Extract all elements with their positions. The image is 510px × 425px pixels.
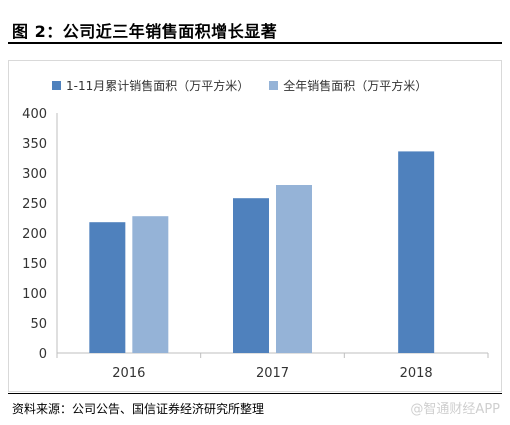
bar-series-1-2018 — [398, 151, 435, 353]
source-note: 资料来源：公司公告、国信证券经济研究所整理 — [12, 402, 265, 416]
title-bar: 图 2：公司近三年销售面积增长显著 — [8, 4, 502, 44]
y-tick-label: 100 — [22, 287, 47, 302]
x-tick-label: 2018 — [400, 366, 433, 381]
y-tick-label: 400 — [22, 107, 47, 122]
bar-series-1-2017 — [233, 198, 269, 353]
footer-divider — [8, 393, 502, 394]
x-tick-label: 2017 — [256, 366, 289, 381]
legend-label-series-2: 全年销售面积（万平方米） — [283, 78, 428, 93]
y-tick-label: 300 — [22, 167, 47, 182]
bar-series-2-2016 — [132, 216, 169, 353]
y-tick-label: 250 — [22, 197, 47, 212]
legend-label-series-1: 1-11月累计销售面积（万平方米） — [66, 78, 250, 93]
page-title: 图 2：公司近三年销售面积增长显著 — [12, 22, 278, 41]
y-tick-label: 0 — [39, 347, 47, 362]
x-tick-label: 2016 — [112, 366, 145, 381]
legend-swatch-series-1 — [52, 80, 61, 90]
bar-series-2-2017 — [276, 185, 312, 353]
y-tick-label: 150 — [22, 257, 47, 272]
y-tick-label: 200 — [22, 227, 47, 242]
chart-frame — [8, 60, 502, 392]
y-tick-label: 350 — [22, 137, 47, 152]
bar-series-1-2016 — [89, 222, 126, 353]
watermark: @智通财经APP — [410, 402, 500, 417]
y-tick-label: 50 — [30, 317, 47, 332]
legend-swatch-series-2 — [269, 80, 279, 90]
legend-item-series-1: 1-11月累计销售面积（万平方米） — [52, 77, 249, 94]
legend-item-series-2: 全年销售面积（万平方米） — [269, 77, 427, 94]
chart-legend: 1-11月累计销售面积（万平方米） 全年销售面积（万平方米） — [52, 76, 427, 94]
